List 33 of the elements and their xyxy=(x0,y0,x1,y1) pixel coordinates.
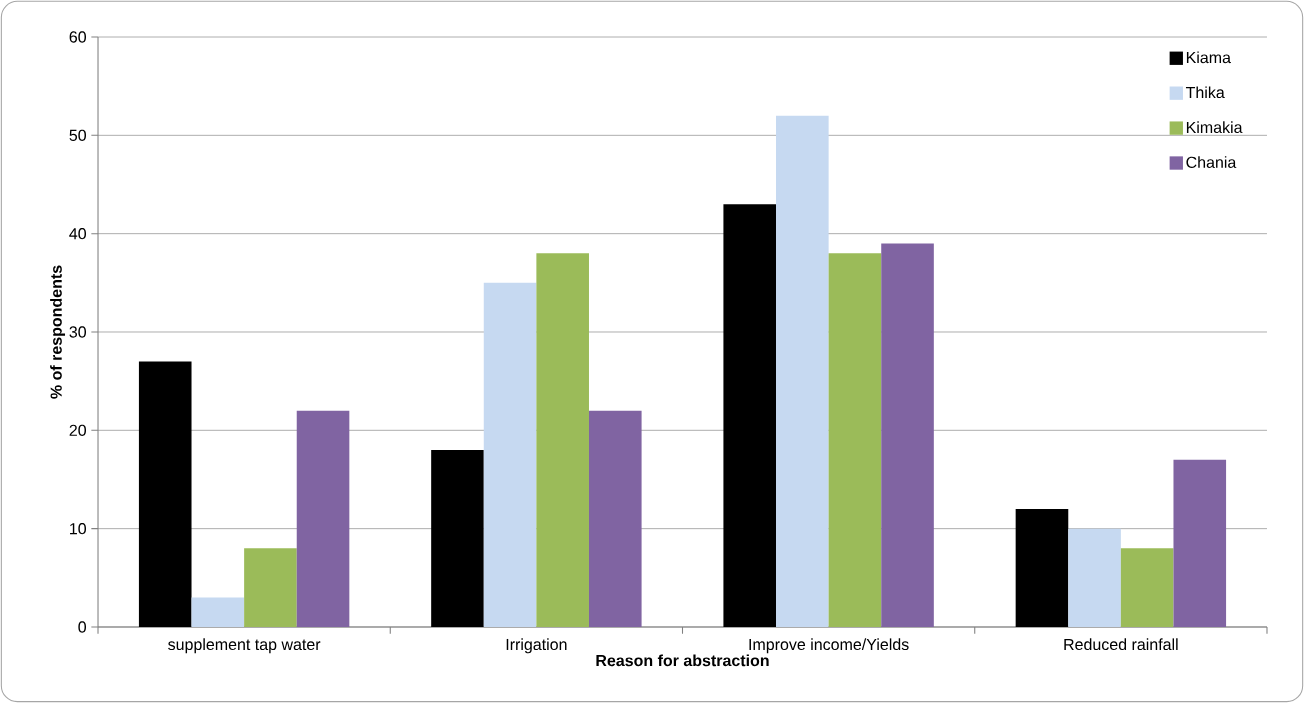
bar xyxy=(881,243,934,627)
y-tick-label: 50 xyxy=(69,129,87,141)
bar xyxy=(244,548,297,627)
bar xyxy=(776,115,829,627)
y-tick-label: 30 xyxy=(69,326,87,338)
x-tick-label: Irrigation xyxy=(506,638,567,654)
legend-label: Kiama xyxy=(1186,51,1231,64)
bar xyxy=(1120,548,1174,627)
legend-label: Thika xyxy=(1185,86,1225,99)
bar xyxy=(1173,459,1227,627)
bar xyxy=(588,410,642,627)
bar xyxy=(828,253,882,627)
bar xyxy=(431,449,484,627)
bar xyxy=(138,361,192,627)
x-axis-title: Reason for abstraction xyxy=(596,654,769,667)
y-tick-label: 10 xyxy=(70,523,87,535)
y-tick-label: 40 xyxy=(69,228,87,240)
bar xyxy=(296,410,350,627)
y-tick-label: 60 xyxy=(69,31,87,43)
x-tick-label: supplement tap water xyxy=(168,638,321,654)
bar xyxy=(191,597,245,627)
bar xyxy=(1068,528,1121,627)
bar xyxy=(1015,508,1069,627)
y-axis-title: % of respondents xyxy=(50,265,66,399)
y-tick-label: 20 xyxy=(69,424,87,436)
x-tick-label: Improve income/Yields xyxy=(749,638,909,654)
bar xyxy=(723,204,777,627)
legend-label: Chania xyxy=(1186,156,1237,168)
x-tick-label: Reduced rainfall xyxy=(1064,638,1178,651)
bar xyxy=(536,253,589,627)
bar xyxy=(483,282,537,627)
legend-label: Kimakia xyxy=(1186,121,1243,134)
y-tick-label: 0 xyxy=(78,621,87,633)
